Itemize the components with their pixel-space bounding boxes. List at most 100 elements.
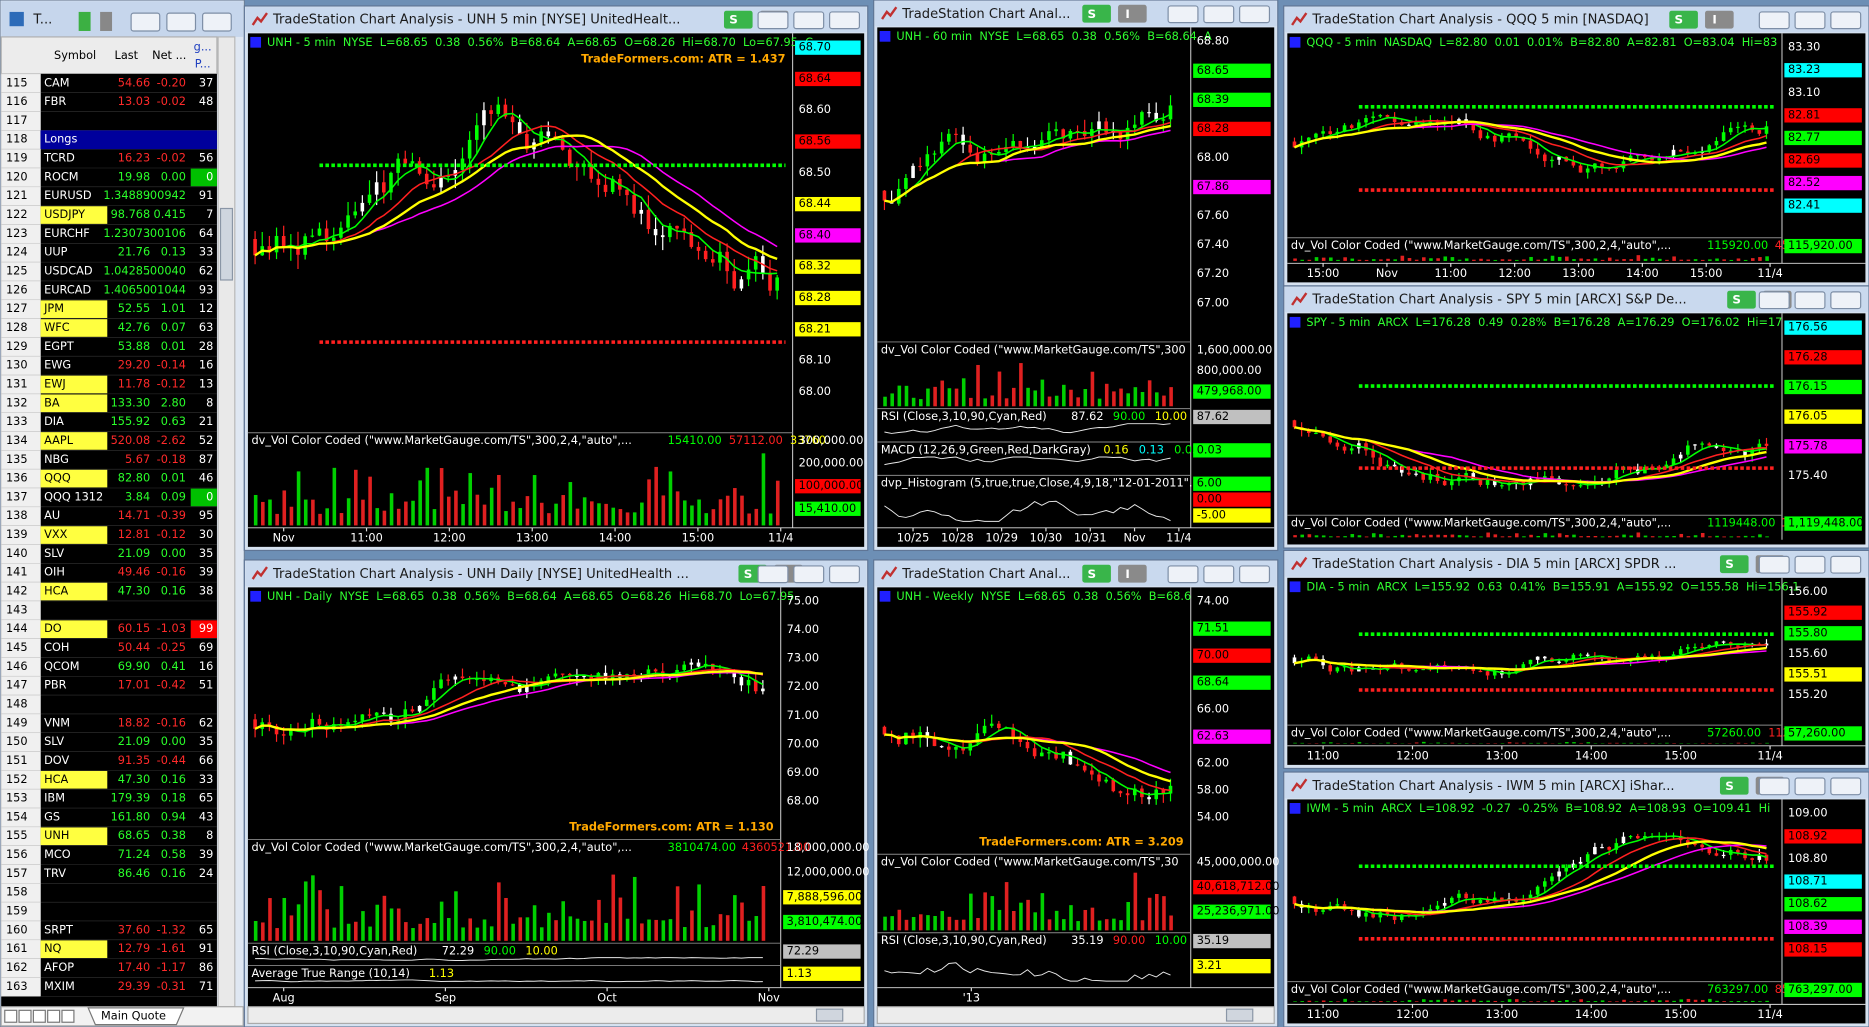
window-button[interactable] [1795, 292, 1825, 309]
window-button[interactable] [1831, 778, 1861, 795]
h-scrollbar[interactable] [248, 1007, 864, 1024]
toolbar-button[interactable] [1118, 565, 1147, 583]
symbol[interactable]: EURUSD [44, 188, 92, 202]
symbol[interactable]: VXX [44, 527, 67, 541]
window-button[interactable] [167, 13, 196, 31]
window-button[interactable] [830, 12, 860, 29]
h-scrollbar[interactable] [877, 1007, 1274, 1024]
toolbar-button-label[interactable]: S [1088, 567, 1097, 581]
symbol[interactable]: HCA [44, 584, 68, 598]
toolbar-button-label[interactable]: S [1088, 7, 1097, 21]
window-button[interactable] [1759, 778, 1789, 795]
symbol[interactable]: NBG [44, 452, 69, 466]
symbol[interactable]: QQQ 1312 [44, 489, 103, 503]
scroll-thumb[interactable] [221, 208, 233, 279]
symbol[interactable]: SLV [44, 734, 64, 748]
scroll-thumb[interactable] [816, 1009, 842, 1021]
symbol[interactable]: SLV [44, 546, 64, 560]
symbol[interactable]: EGPT [44, 339, 74, 353]
symbol[interactable]: WFC [44, 320, 70, 334]
symbol[interactable]: VNM [44, 715, 70, 729]
symbol[interactable]: DIA [44, 414, 64, 428]
toolbar-button[interactable] [1705, 11, 1734, 29]
column-label[interactable]: Last [115, 48, 139, 62]
symbol[interactable]: DOV [44, 753, 69, 767]
symbol[interactable]: TCRD [43, 151, 75, 165]
toolbar-button-label[interactable]: S [729, 13, 738, 27]
symbol[interactable]: PBR [44, 678, 67, 692]
window-button[interactable] [1795, 12, 1825, 29]
symbol[interactable]: TRV [43, 866, 66, 880]
symbol[interactable]: UUP [44, 245, 68, 259]
symbol[interactable]: EWJ [44, 376, 66, 390]
window-button[interactable] [1831, 556, 1861, 573]
tab-nav-button[interactable] [33, 1010, 45, 1022]
toolbar-button-label[interactable]: S [1725, 779, 1734, 793]
tab-nav-button[interactable] [48, 1010, 60, 1022]
symbol[interactable]: FBR [44, 94, 66, 108]
scroll-thumb[interactable] [1227, 1009, 1253, 1021]
symbol[interactable]: OIH [44, 565, 65, 579]
column-label[interactable]: P... [195, 56, 211, 70]
window-button[interactable] [1759, 556, 1789, 573]
tab-nav-button[interactable] [62, 1010, 74, 1022]
window-button[interactable] [131, 13, 160, 31]
toolbar-button-label[interactable]: S [1732, 293, 1741, 307]
tab-nav-button[interactable] [5, 1010, 17, 1022]
window-button[interactable] [1759, 12, 1789, 29]
toolbar-button-label[interactable]: I [1712, 13, 1716, 27]
symbol[interactable]: MCO [44, 847, 71, 861]
window-button[interactable] [794, 566, 824, 583]
symbol[interactable]: USDCAD [44, 264, 93, 278]
column-label[interactable]: Net ... [152, 48, 186, 62]
toolbar-button-label[interactable]: I [1125, 7, 1129, 21]
window-button[interactable] [1204, 6, 1234, 23]
window-button[interactable] [1759, 292, 1789, 309]
tab-label[interactable]: Main Quote [101, 1008, 166, 1022]
column-label[interactable]: Symbol [54, 48, 96, 62]
window-button[interactable] [1204, 566, 1234, 583]
symbol[interactable]: ROCM [44, 169, 78, 183]
tab-nav-button[interactable] [19, 1010, 31, 1022]
symbol[interactable]: EURCHF [44, 226, 90, 240]
window-button[interactable] [1168, 6, 1198, 23]
window-button[interactable] [1831, 12, 1861, 29]
symbol[interactable]: AU [44, 508, 60, 522]
window-button[interactable] [1831, 292, 1861, 309]
symbol[interactable]: EWG [44, 358, 71, 372]
symbol[interactable]: HCA [44, 772, 68, 786]
symbol[interactable]: QCOM [44, 659, 79, 673]
window-button[interactable] [758, 566, 788, 583]
symbol[interactable]: MXIM [44, 979, 75, 993]
symbol[interactable]: BA [44, 395, 60, 409]
column-label[interactable]: g... [194, 40, 212, 54]
symbol[interactable]: CAM [44, 75, 69, 89]
toolbar-button-label[interactable]: S [1675, 13, 1684, 27]
toolbar-button-label[interactable]: I [1125, 567, 1129, 581]
window-button[interactable] [1168, 566, 1198, 583]
symbol[interactable]: AFOP [44, 960, 74, 974]
toolbar-button-label[interactable]: S [744, 567, 753, 581]
window-button[interactable] [1240, 566, 1270, 583]
symbol[interactable]: NQ [44, 941, 61, 955]
symbol[interactable]: COH [44, 640, 69, 654]
window-button[interactable] [794, 12, 824, 29]
symbol[interactable]: EURCAD [44, 282, 91, 296]
scrollbar[interactable] [218, 37, 235, 1007]
symbol[interactable]: IBM [44, 791, 65, 805]
symbol[interactable]: SRPT [44, 922, 73, 936]
window-button[interactable] [1795, 556, 1825, 573]
symbol[interactable]: AAPL [44, 433, 74, 447]
symbol[interactable]: UNH [44, 828, 69, 842]
symbol[interactable]: DO [44, 621, 62, 635]
dropdown[interactable] [100, 12, 112, 31]
symbol[interactable]: JPM [43, 301, 64, 315]
symbol[interactable]: USDJPY [44, 207, 85, 221]
symbol[interactable]: GS [44, 809, 60, 823]
toolbar-button-label[interactable]: S [1725, 557, 1734, 571]
window-button[interactable] [758, 12, 788, 29]
window-button[interactable] [830, 566, 860, 583]
window-button[interactable] [1240, 6, 1270, 23]
dropdown[interactable] [79, 12, 91, 31]
window-button[interactable] [1795, 778, 1825, 795]
